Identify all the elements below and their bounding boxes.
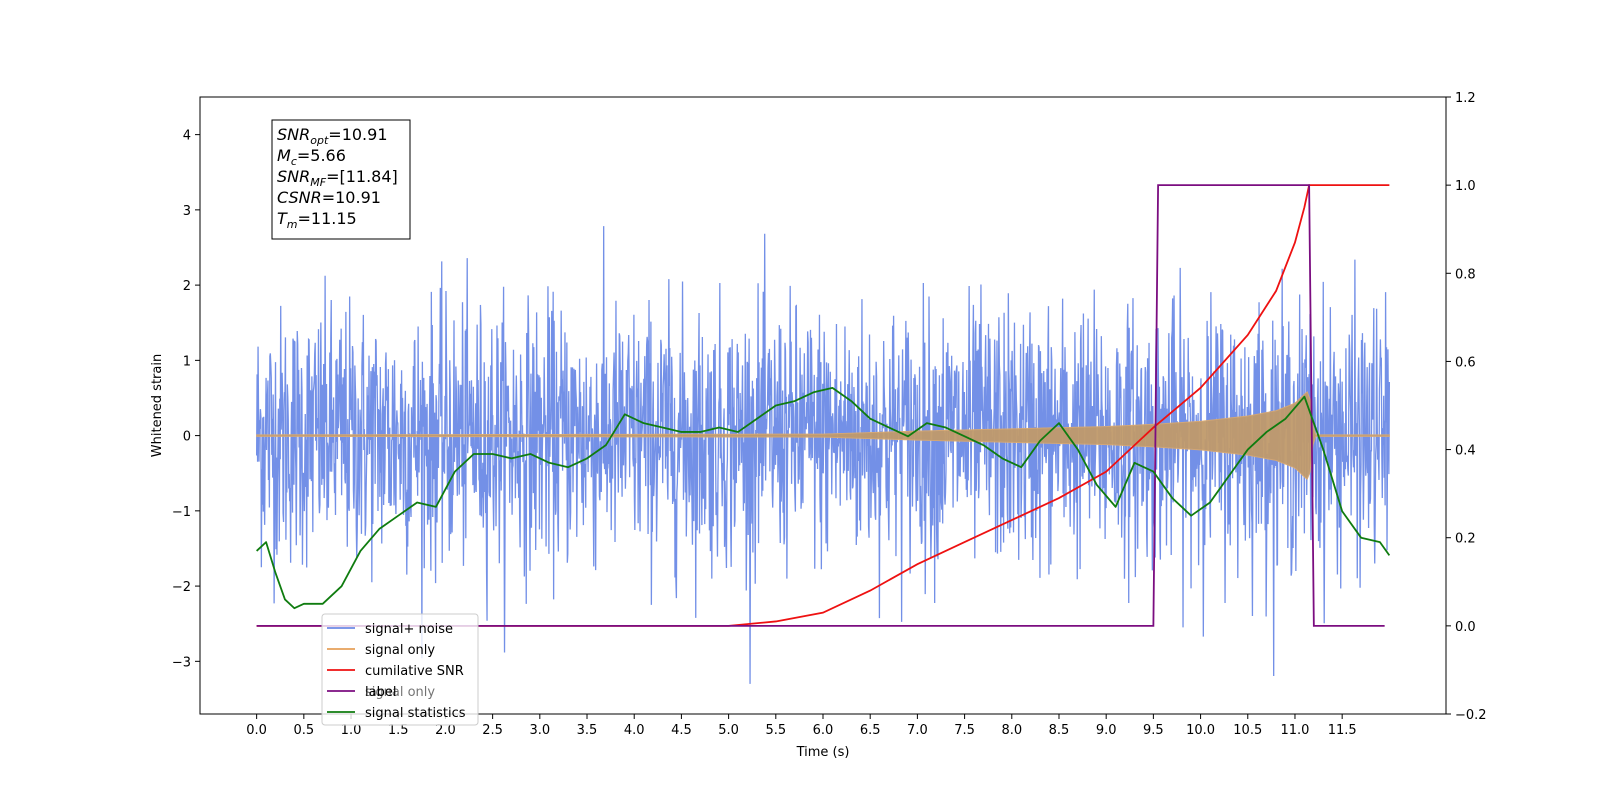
noise-line <box>255 226 1391 684</box>
series-signal-only <box>256 391 1390 481</box>
x-tick-label: 0.5 <box>293 723 314 738</box>
x-tick-label: 10.0 <box>1186 723 1215 738</box>
y-tick-label: 1 <box>183 354 191 369</box>
y2-tick-label: 0.2 <box>1455 532 1476 547</box>
axes: 0.0 0.5 1.0 1.5 2.0 2.5 3.0 3.5 4.0 4.5 5.0 5.5 6.0 6… <box>150 91 1487 760</box>
legend-label: label <box>365 685 396 700</box>
y2-tick-label: 1.2 <box>1455 91 1476 106</box>
y2-tick-label: 0.0 <box>1455 620 1476 635</box>
y-tick-label: 0 <box>183 430 191 445</box>
annotation-line: SNRopt=10.91 <box>277 125 388 147</box>
legend-label: signal+ noise <box>365 622 453 637</box>
legend: signal+ noise signal only cumilative SNR la… <box>321 613 479 726</box>
legend-label: signal statistics <box>365 706 466 721</box>
x-axis-title: Time (s) <box>796 745 850 760</box>
annotation-line: SNRMF=[11.84] <box>277 167 398 189</box>
legend-ghost-label: signal only <box>365 685 435 700</box>
x-tick-label: 7.0 <box>907 723 928 738</box>
x-tick-label: 6.0 <box>813 723 834 738</box>
annotation-line: Mc=5.66 <box>277 146 346 168</box>
y-tick-label: 3 <box>183 204 191 219</box>
annotation-frame <box>271 119 411 240</box>
x-tick-label: 4.0 <box>624 723 645 738</box>
x-tick-label: 10.5 <box>1233 723 1262 738</box>
x-tick-label: 3.5 <box>577 723 598 738</box>
x-tick-label: 8.5 <box>1049 723 1070 738</box>
x-tick-label: 5.0 <box>718 723 739 738</box>
legend-label: signal only <box>365 643 435 658</box>
annotation-line: Tm=11.15 <box>277 209 357 231</box>
x-tick-label: 0.0 <box>246 723 267 738</box>
annotation-line: CSNR=10.91 <box>277 188 381 207</box>
y-tick-label: −1 <box>172 505 191 520</box>
y2-tick-label: 1.0 <box>1455 179 1476 194</box>
x-tick-label: 5.5 <box>765 723 786 738</box>
y-tick-label: −3 <box>172 655 191 670</box>
y2-tick-label: −0.2 <box>1455 708 1487 723</box>
x-tick-label: 7.5 <box>954 723 975 738</box>
y2-tick-label: 0.6 <box>1455 355 1476 370</box>
x-tick-label: 1.0 <box>341 723 362 738</box>
x-tick-label: 8.0 <box>1001 723 1022 738</box>
annotation-box: SNRopt=10.91Mc=5.66SNRMF=[11.84]CSNR=10.… <box>271 119 411 240</box>
cumulative-snr-line <box>256 184 1390 627</box>
y-tick-label: 4 <box>183 129 191 144</box>
x-tick-label: 2.5 <box>482 723 503 738</box>
label-line <box>256 184 1385 627</box>
y-axis-title: Whitened strain <box>150 354 165 457</box>
x-tick-label: 11.5 <box>1328 723 1357 738</box>
signal-statistics-line <box>256 386 1391 610</box>
x-tick-label: 9.5 <box>1143 723 1164 738</box>
y2-tick-label: 0.4 <box>1455 444 1476 459</box>
x-tick-label: 6.5 <box>860 723 881 738</box>
series-signal-statistics <box>256 386 1391 610</box>
x-tick-label: 4.5 <box>671 723 692 738</box>
series-cumulative-snr <box>256 184 1390 627</box>
x-tick-label: 11.0 <box>1280 723 1309 738</box>
x-tick-label: 9.0 <box>1096 723 1117 738</box>
legend-label: cumilative SNR <box>365 664 464 679</box>
x-tick-label: 3.0 <box>529 723 550 738</box>
series-signal-noise <box>255 226 1391 684</box>
y-tick-label: 2 <box>183 279 191 294</box>
x-tick-label: 2.0 <box>435 723 456 738</box>
y2-tick-label: 0.8 <box>1455 267 1476 282</box>
x-tick-label: 1.5 <box>388 723 409 738</box>
y-tick-label: −2 <box>172 580 191 595</box>
legend-frame <box>321 613 479 726</box>
series-label <box>256 184 1385 627</box>
signal-envelope <box>256 391 1390 481</box>
